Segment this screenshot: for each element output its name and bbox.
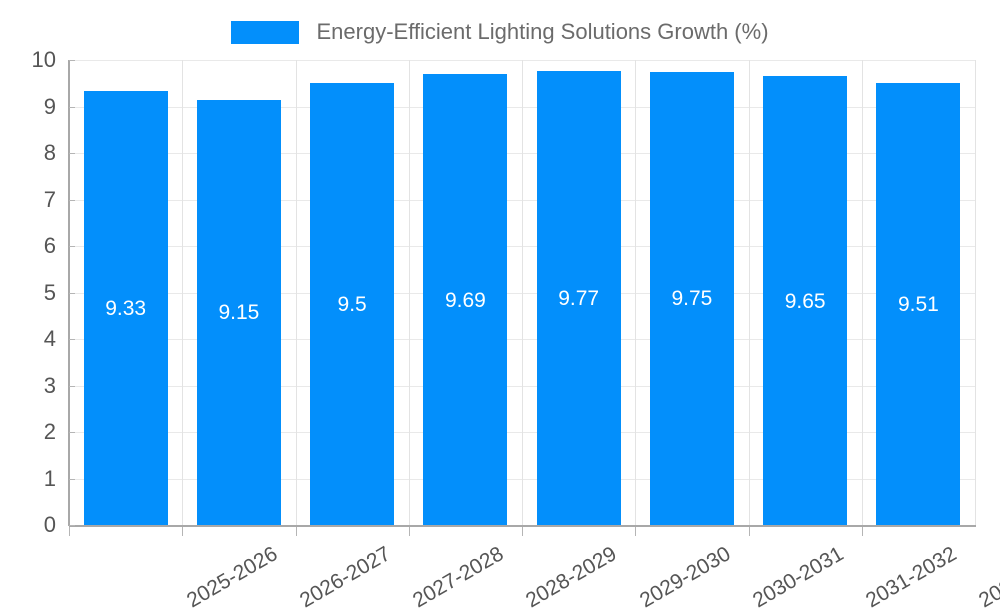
bar-value-label: 9.75 <box>671 287 713 311</box>
bar[interactable] <box>196 99 281 525</box>
bar[interactable] <box>310 83 395 525</box>
x-axis-tick-label: 2028-2029 <box>522 542 621 612</box>
category-separator <box>635 60 636 525</box>
x-axis-line <box>69 525 976 527</box>
x-axis-tick-mark <box>182 527 183 536</box>
bar-value-label: 9.69 <box>444 288 486 312</box>
bar-value-label: 9.77 <box>558 286 600 310</box>
x-axis-tick-label: 2025-2026 <box>182 542 282 612</box>
bar-value-label: 9.15 <box>218 301 260 325</box>
x-axis-tick-label: 2026-2027 <box>295 542 395 612</box>
x-axis-tick-label: 2031-2032 <box>862 542 961 612</box>
legend-label: Energy-Efficient Lighting Solutions Grow… <box>316 19 769 44</box>
x-axis-tick-label: 2030-2031 <box>748 542 848 612</box>
y-axis-tick-label: 4 <box>43 326 56 351</box>
y-axis-tick-label: 2 <box>43 419 56 444</box>
y-axis-tick-label: 7 <box>43 186 56 212</box>
bar-value-label: 9.65 <box>784 289 826 313</box>
bar-value-label: 9.51 <box>897 292 939 316</box>
y-axis-tick-mark <box>69 153 75 154</box>
bar[interactable] <box>83 91 168 525</box>
category-separator <box>749 60 750 525</box>
x-axis-tick-label: 2029-2030 <box>635 542 735 612</box>
legend-swatch-icon <box>231 20 300 44</box>
x-axis-tick-label: 2032-2033 <box>975 542 1000 612</box>
y-axis-tick-label: 6 <box>43 233 56 258</box>
y-axis-tick-mark <box>69 246 75 247</box>
y-axis-tick-mark <box>69 432 75 433</box>
x-axis-tick-mark <box>522 527 523 536</box>
y-axis-tick-mark <box>69 106 75 108</box>
legend-item[interactable]: Energy-Efficient Lighting Solutions Grow… <box>231 19 769 44</box>
plot-area: 9.33 9.15 9.5 9.69 9.77 9.75 9.65 9.51 <box>69 60 976 525</box>
x-axis-tick-mark <box>749 527 750 536</box>
y-axis-tick-label: 3 <box>43 372 56 398</box>
chart-legend: Energy-Efficient Lighting Solutions Grow… <box>0 14 1000 50</box>
x-axis-tick-mark <box>409 527 410 536</box>
y-axis-tick-mark <box>69 60 75 61</box>
bar[interactable] <box>536 70 621 525</box>
y-axis-tick-label: 10 <box>31 47 56 72</box>
x-axis-tick-mark <box>635 527 636 536</box>
y-axis-tick-mark <box>69 525 75 526</box>
y-axis-tick-label: 0 <box>43 512 56 537</box>
y-axis-tick-mark <box>69 339 75 340</box>
bar[interactable] <box>876 82 961 525</box>
category-separator <box>975 60 976 525</box>
category-separator <box>862 60 863 525</box>
y-axis-tick-label: 1 <box>43 465 56 491</box>
bar[interactable] <box>649 71 734 525</box>
bar[interactable] <box>763 76 848 525</box>
category-separator <box>182 60 183 525</box>
y-axis-tick-mark <box>69 385 75 387</box>
y-axis-tick-mark <box>69 478 75 480</box>
category-separator <box>296 60 297 525</box>
x-axis-tick-mark <box>862 527 863 536</box>
y-axis-tick-mark <box>69 199 75 201</box>
x-axis-tick-mark <box>69 527 70 536</box>
x-axis-tick-label: 2027-2028 <box>409 542 508 612</box>
y-axis-tick-label: 9 <box>43 93 56 119</box>
bar-value-label: 9.5 <box>337 293 367 317</box>
bar[interactable] <box>423 74 508 525</box>
x-axis-tick-mark <box>296 527 297 536</box>
bar-value-label: 9.33 <box>105 297 147 321</box>
y-axis-tick-mark <box>69 292 75 294</box>
y-axis-tick-label: 8 <box>43 140 56 165</box>
category-separator <box>522 60 523 525</box>
y-axis-tick-label: 5 <box>43 279 56 305</box>
category-separator <box>409 60 410 525</box>
